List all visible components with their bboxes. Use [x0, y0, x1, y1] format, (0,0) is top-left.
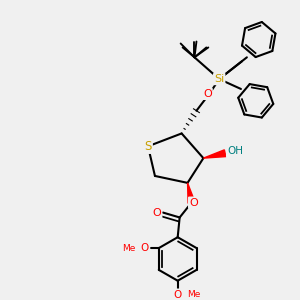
Text: S: S [144, 140, 152, 153]
Text: OH: OH [227, 146, 243, 156]
Polygon shape [188, 183, 195, 203]
Text: O: O [189, 198, 198, 208]
Text: O: O [203, 89, 212, 99]
Text: O: O [174, 290, 182, 300]
Text: O: O [141, 243, 149, 253]
Text: Si: Si [214, 74, 224, 84]
Text: O: O [152, 208, 161, 218]
Text: Me: Me [187, 290, 200, 299]
Polygon shape [203, 150, 226, 158]
Text: Me: Me [122, 244, 136, 253]
